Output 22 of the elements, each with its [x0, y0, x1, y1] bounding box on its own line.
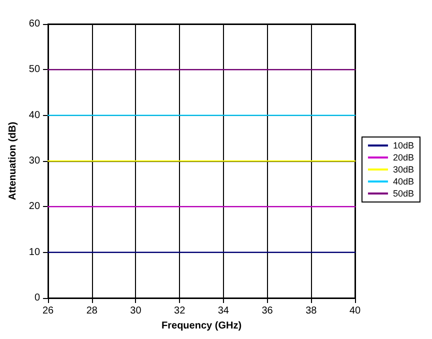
y-tick-label: 10 — [28, 246, 40, 258]
x-tick-label: 26 — [42, 306, 54, 316]
y-axis-title: Attenuation (dB) — [8, 122, 18, 200]
y-tick-label: 60 — [28, 18, 40, 30]
x-tick-label: 28 — [86, 306, 98, 316]
x-tick-label: 36 — [262, 306, 274, 316]
y-tick-label: 50 — [28, 64, 40, 76]
x-tick-label: 38 — [306, 306, 318, 316]
y-tick-label: 30 — [28, 156, 40, 166]
x-tick-label: 32 — [174, 306, 186, 316]
y-tick-label: 0 — [34, 292, 40, 304]
x-axis-title: Frequency (GHz) — [162, 320, 242, 332]
y-tick-label: 40 — [28, 110, 40, 121]
x-tick-label: 40 — [349, 306, 361, 316]
legend-label: 40dB — [392, 176, 414, 186]
legend-label: 50dB — [392, 188, 414, 198]
x-tick-label: 30 — [130, 306, 142, 316]
y-tick-label: 20 — [28, 201, 40, 212]
legend-label: 20dB — [392, 152, 414, 162]
x-tick-label: 34 — [218, 306, 230, 316]
legend-label: 30dB — [392, 164, 414, 174]
legend-label: 10dB — [392, 140, 414, 150]
